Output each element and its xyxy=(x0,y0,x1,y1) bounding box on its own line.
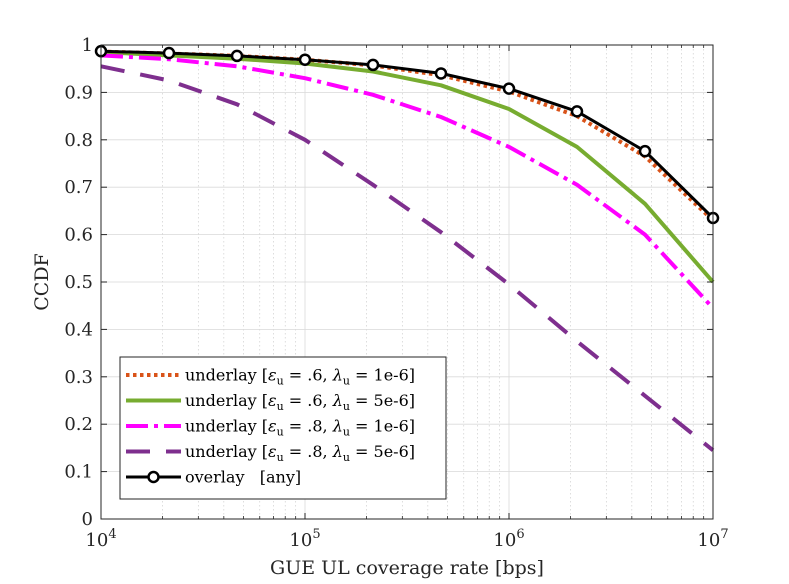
series-line-underlay-eps08-lam5e6 xyxy=(100,64,715,452)
legend-marker-overlay-any xyxy=(147,470,160,484)
series-line-underlay-eps06-lam5e6 xyxy=(100,50,715,284)
series-marker-overlay-any xyxy=(162,46,176,60)
y-tick-label: 0.3 xyxy=(64,367,93,388)
y-tick-label: 0.2 xyxy=(64,414,93,435)
series-line-overlay-any xyxy=(100,49,715,220)
series-line-underlay-eps08-lam1e6 xyxy=(100,53,715,310)
y-tick-label: 0.5 xyxy=(64,272,93,293)
x-tick-label: 105 xyxy=(289,527,320,551)
y-axis-label: CCDF xyxy=(31,253,53,311)
y-tick-label: 0.8 xyxy=(64,130,93,151)
legend-label-underlay-eps06-lam5e6: underlay [εu = .6, λu = 5e-6] xyxy=(185,391,415,413)
y-tick-label: 0.1 xyxy=(64,462,93,483)
x-tick-label: 106 xyxy=(493,527,524,551)
y-tick-label: 0 xyxy=(82,509,93,530)
series-marker-overlay-any xyxy=(638,144,652,158)
x-tick-labels: 104 105 106 107 xyxy=(85,527,728,551)
y-tick-label: 0.4 xyxy=(64,319,93,340)
series-marker-overlay-any xyxy=(366,58,380,72)
legend-label-overlay-any: overlay [any] xyxy=(185,468,301,487)
x-axis-label: GUE UL coverage rate [bps] xyxy=(270,557,544,579)
series-marker-overlay-any xyxy=(230,49,244,63)
legend-label-underlay-eps08-lam1e6: underlay [εu = .8, λu = 1e-6] xyxy=(185,417,415,439)
y-tick-label: 0.7 xyxy=(64,177,93,198)
legend-label-underlay-eps08-lam5e6: underlay [εu = .8, λu = 5e-6] xyxy=(185,442,415,464)
legend-label-underlay-eps06-lam1e6: underlay [εu = .6, λu = 1e-6] xyxy=(185,366,415,388)
legend: underlay [εu = .6, λu = 1e-6] underlay [ε… xyxy=(119,356,447,500)
y-tick-label: 0.9 xyxy=(64,82,93,103)
series-layer xyxy=(94,44,720,452)
series-marker-overlay-any xyxy=(434,67,448,80)
series-marker-overlay-any xyxy=(298,53,312,66)
series-marker-overlay-any xyxy=(502,82,516,95)
x-tick-label: 104 xyxy=(85,527,116,551)
tick-marks xyxy=(100,44,714,520)
x-tick-label: 107 xyxy=(697,527,728,551)
y-tick-label: 0.6 xyxy=(64,225,93,246)
y-tick-labels: 0 0.1 0.2 0.3 0.4 0.5 0.6 0.7 0.8 0.9 1 xyxy=(64,35,93,530)
series-marker-overlay-any xyxy=(570,105,584,118)
y-tick-label: 1 xyxy=(82,35,93,56)
